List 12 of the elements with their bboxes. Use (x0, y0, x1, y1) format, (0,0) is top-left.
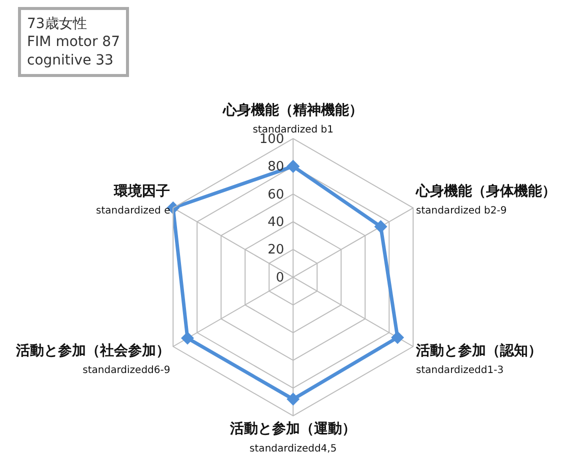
y-tick-label: 100 (259, 132, 291, 147)
y-tick-label: 60 (268, 187, 291, 202)
y-tick-label: 80 (268, 160, 291, 175)
spoke-label: 活動と参加（認知） standardizedd1-3 (415, 342, 542, 376)
y-tick-label: 20 (268, 242, 291, 258)
text: 73歳女性 FIM motor 87 cognitive 33 (27, 16, 120, 68)
y-tick-label: 40 (268, 214, 291, 230)
spoke-label: 活動と参加（運動） standardizedd4,5 (229, 420, 356, 454)
spoke-label: 心身機能（身体機能） standardized b2-9 (415, 182, 556, 217)
spoke-label: 環境因子 standardized e (96, 182, 170, 217)
y-tick-label: 0 (276, 270, 291, 286)
spoke-label: 活動と参加（社会参加） standardizedd6-9 (15, 342, 170, 376)
